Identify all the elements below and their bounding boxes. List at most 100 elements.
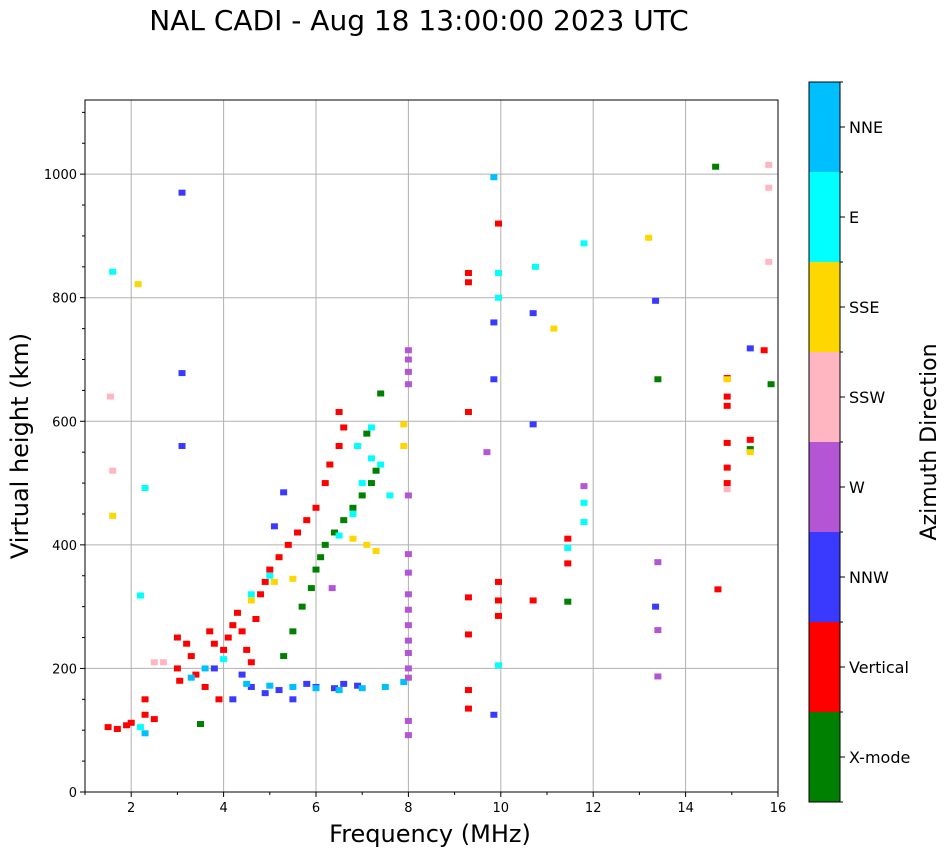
data-point-vertical <box>247 659 255 666</box>
data-point-vertical <box>303 517 311 524</box>
data-point-e <box>354 443 362 449</box>
data-point-vertical <box>243 646 251 653</box>
data-point-nnw <box>529 310 537 317</box>
data-point-nnw <box>652 603 660 610</box>
data-point-w <box>654 627 662 634</box>
colorbar-frame <box>808 81 841 803</box>
data-point-vertical <box>529 597 537 604</box>
data-point-x-mode <box>317 554 325 561</box>
data-point-vertical <box>192 671 200 678</box>
data-point-vertical <box>173 665 181 672</box>
data-point-vertical <box>252 616 260 622</box>
data-point-sse <box>550 325 558 332</box>
data-point-sse <box>270 578 278 585</box>
data-point-vertical <box>564 535 572 542</box>
data-point-w <box>404 368 412 375</box>
data-point-sse <box>363 541 371 548</box>
data-point-w <box>404 665 412 672</box>
x-tick-label: 12 <box>585 801 602 816</box>
colorbar-tick-label: Vertical <box>849 658 909 677</box>
data-point-sse <box>349 535 357 542</box>
data-point-vertical <box>233 609 241 616</box>
y-tick-label: 200 <box>52 662 77 677</box>
y-tick-label: 400 <box>52 539 77 554</box>
data-point-vertical <box>141 696 149 703</box>
data-point-w <box>404 606 412 613</box>
data-point-e <box>136 724 144 731</box>
data-point-e <box>335 532 343 539</box>
data-point-e <box>386 492 394 499</box>
data-point-nnw <box>303 680 311 687</box>
data-point-e <box>220 656 228 663</box>
data-point-ssw <box>723 486 731 493</box>
data-point-vertical <box>564 560 572 567</box>
data-point-nne <box>312 685 320 692</box>
data-point-sse <box>746 449 754 456</box>
data-point-x-mode <box>321 541 329 548</box>
colorbar-segment-nnw <box>809 532 840 622</box>
data-point-vertical <box>746 436 754 443</box>
x-tick-label: 2 <box>127 801 135 816</box>
data-point-nnw <box>289 696 297 703</box>
data-point-w <box>404 492 412 499</box>
data-point-nnw <box>238 671 246 678</box>
data-point-w <box>404 622 412 629</box>
data-point-vertical <box>176 677 184 684</box>
data-point-vertical <box>494 597 502 604</box>
chart-title: NAL CADI - Aug 18 13:00:00 2023 UTC <box>149 4 689 37</box>
colorbar-segment-ssw <box>809 352 840 442</box>
data-point-e <box>266 572 274 579</box>
data-point-sse <box>134 281 142 288</box>
data-point-nnw <box>652 297 660 304</box>
x-tick-label: 10 <box>493 801 510 816</box>
data-point-sse <box>109 512 117 519</box>
data-point-nnw <box>490 711 498 718</box>
data-point-x-mode <box>349 504 357 511</box>
data-point-x-mode <box>363 430 371 437</box>
data-point-w <box>404 381 412 388</box>
data-point-w <box>404 347 412 354</box>
data-point-vertical <box>326 461 334 468</box>
data-point-nnw <box>529 421 537 428</box>
data-point-nnw <box>330 685 338 692</box>
data-marks <box>104 161 775 739</box>
data-point-x-mode <box>358 492 366 499</box>
data-point-vertical <box>123 722 131 729</box>
x-tick-label: 6 <box>312 801 320 816</box>
data-point-vertical <box>215 696 223 703</box>
data-point-w <box>404 569 412 576</box>
data-point-x-mode <box>298 603 306 610</box>
data-point-vertical <box>113 725 121 732</box>
data-point-w <box>404 649 412 656</box>
data-point-x-mode <box>377 390 385 397</box>
data-point-vertical <box>141 711 149 718</box>
data-point-vertical <box>723 393 731 400</box>
data-point-sse <box>400 421 408 428</box>
data-point-e <box>494 662 502 669</box>
colorbar-label: Azimuth Direction <box>917 343 942 540</box>
data-point-sse <box>289 575 297 582</box>
data-point-w <box>328 585 336 592</box>
data-point-w <box>404 674 412 681</box>
data-point-x-mode <box>564 598 572 605</box>
data-point-vertical <box>335 443 343 449</box>
data-point-vertical <box>284 541 292 548</box>
data-point-vertical <box>257 591 265 598</box>
data-point-w <box>580 483 588 490</box>
colorbar-tick-label: W <box>849 478 865 497</box>
y-tick-label: 0 <box>69 786 77 801</box>
data-point-nnw <box>746 345 754 352</box>
data-point-vertical <box>464 270 472 276</box>
data-point-vertical <box>201 683 209 690</box>
data-point-w <box>404 551 412 558</box>
colorbar-segment-w <box>809 442 840 532</box>
colorbar-tick-label: SSE <box>849 298 879 317</box>
data-point-vertical <box>266 566 274 573</box>
data-point-vertical <box>210 640 218 647</box>
data-point-nne <box>266 682 274 689</box>
data-point-vertical <box>723 402 731 409</box>
data-point-vertical <box>150 716 158 723</box>
data-point-nnw <box>247 683 255 690</box>
data-point-ssw <box>765 184 773 191</box>
data-point-vertical <box>127 719 135 726</box>
